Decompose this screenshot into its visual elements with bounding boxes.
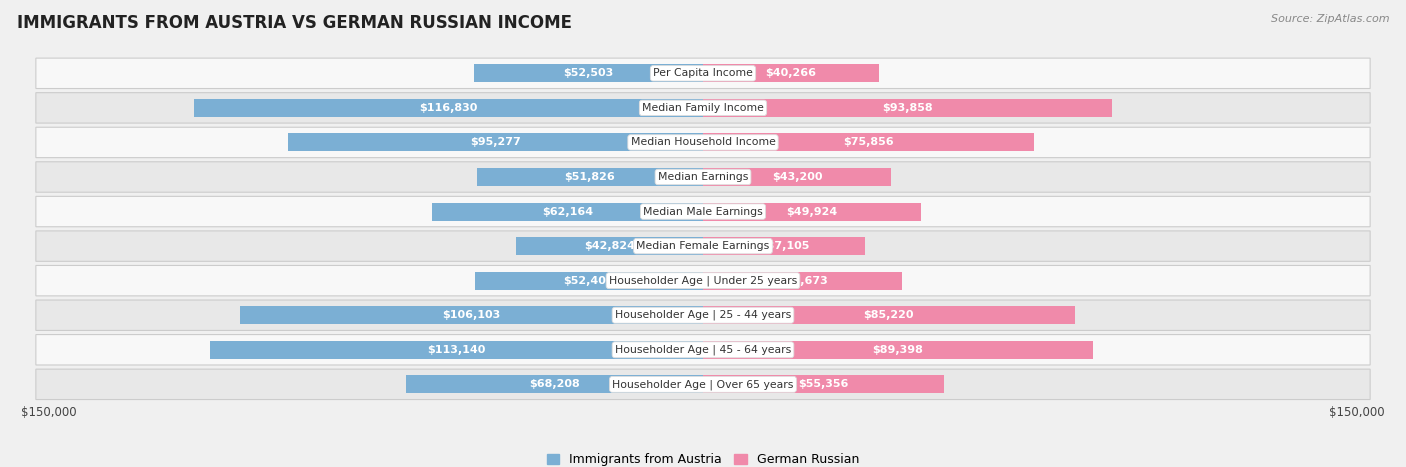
Text: $42,824: $42,824 [583,241,636,251]
Text: $49,924: $49,924 [786,206,838,217]
Bar [474,272,703,290]
Text: Median Female Earnings: Median Female Earnings [637,241,769,251]
Text: $52,503: $52,503 [564,68,613,78]
Text: $68,208: $68,208 [529,379,579,389]
Text: Median Family Income: Median Family Income [643,103,763,113]
Text: $89,398: $89,398 [873,345,924,355]
Text: Householder Age | Over 65 years: Householder Age | Over 65 years [612,379,794,389]
Bar [405,375,703,393]
Bar [432,203,703,220]
Text: Householder Age | Under 25 years: Householder Age | Under 25 years [609,276,797,286]
FancyBboxPatch shape [37,58,1369,89]
Bar [240,306,703,324]
Text: $116,830: $116,830 [419,103,478,113]
Bar [703,306,1074,324]
FancyBboxPatch shape [37,300,1369,331]
Text: $51,826: $51,826 [565,172,616,182]
Bar [703,237,865,255]
Bar [194,99,703,117]
Text: $55,356: $55,356 [799,379,849,389]
FancyBboxPatch shape [37,265,1369,296]
FancyBboxPatch shape [37,92,1369,123]
Bar [703,168,891,186]
Bar [474,64,703,82]
Text: Householder Age | 25 - 44 years: Householder Age | 25 - 44 years [614,310,792,320]
FancyBboxPatch shape [37,127,1369,158]
Text: $37,105: $37,105 [759,241,808,251]
Text: $85,220: $85,220 [863,310,914,320]
Bar [703,99,1112,117]
FancyBboxPatch shape [37,334,1369,365]
Text: Per Capita Income: Per Capita Income [652,68,754,78]
FancyBboxPatch shape [37,231,1369,262]
FancyBboxPatch shape [37,196,1369,227]
Legend: Immigrants from Austria, German Russian: Immigrants from Austria, German Russian [541,448,865,467]
FancyBboxPatch shape [37,369,1369,400]
Text: Householder Age | 45 - 64 years: Householder Age | 45 - 64 years [614,345,792,355]
Text: IMMIGRANTS FROM AUSTRIA VS GERMAN RUSSIAN INCOME: IMMIGRANTS FROM AUSTRIA VS GERMAN RUSSIA… [17,14,572,32]
Text: $45,673: $45,673 [778,276,828,286]
Text: $93,858: $93,858 [883,103,934,113]
Text: Median Earnings: Median Earnings [658,172,748,182]
Bar [703,203,921,220]
Text: Source: ZipAtlas.com: Source: ZipAtlas.com [1271,14,1389,24]
Text: $106,103: $106,103 [443,310,501,320]
Bar [209,341,703,359]
Bar [477,168,703,186]
Text: $113,140: $113,140 [427,345,485,355]
Text: $75,856: $75,856 [844,137,894,148]
Text: $43,200: $43,200 [772,172,823,182]
Bar [703,64,879,82]
Bar [703,272,903,290]
Text: $40,266: $40,266 [765,68,817,78]
Bar [703,341,1092,359]
Text: $95,277: $95,277 [470,137,520,148]
Bar [288,134,703,151]
Text: $52,400: $52,400 [564,276,614,286]
Text: $62,164: $62,164 [541,206,593,217]
Text: Median Household Income: Median Household Income [630,137,776,148]
Text: Median Male Earnings: Median Male Earnings [643,206,763,217]
Bar [703,375,945,393]
FancyBboxPatch shape [37,162,1369,192]
Bar [703,134,1033,151]
Bar [516,237,703,255]
